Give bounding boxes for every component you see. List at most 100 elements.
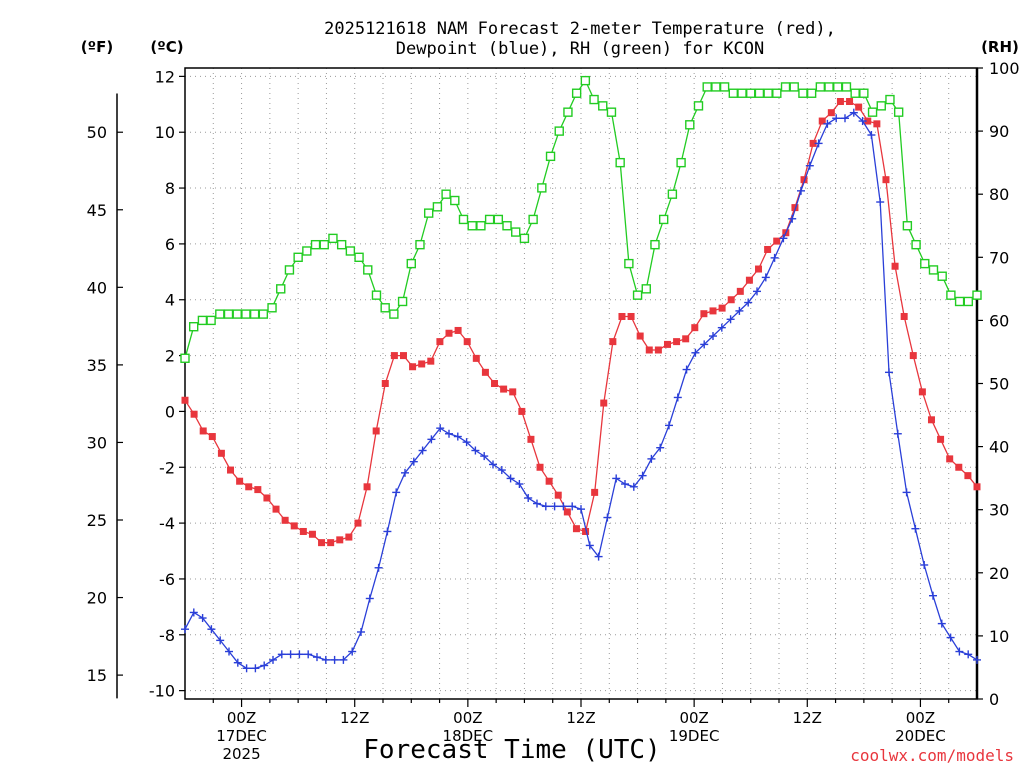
celsius-tick-label: -10 (149, 682, 175, 701)
dewpoint-line (185, 113, 977, 669)
temperature-point (573, 525, 580, 532)
temperature-point (446, 330, 453, 337)
rh-point (346, 247, 354, 255)
rh-point (460, 215, 468, 223)
rh-point (773, 89, 781, 97)
dewpoint-point (304, 650, 312, 658)
temperature-point (555, 492, 562, 499)
dewpoint-point (771, 254, 779, 262)
temperature-point (254, 486, 261, 493)
temperature-point (564, 508, 571, 515)
temperature-point (473, 355, 480, 362)
rh-point (782, 83, 790, 91)
temperature-point (236, 478, 243, 485)
rh-point (372, 291, 380, 299)
rh-point (607, 108, 615, 116)
chart-title-line2: Dewpoint (blue), RH (green) for KCON (396, 39, 764, 59)
dewpoint-point (603, 514, 611, 522)
temperature-point (427, 358, 434, 365)
temperature-point (618, 313, 625, 320)
rh-point (216, 310, 224, 318)
rh-point (381, 304, 389, 312)
dewpoint-point (287, 650, 295, 658)
rh-tick-label: 10 (989, 627, 1009, 646)
temperature-point (964, 472, 971, 479)
celsius-tick-label: 4 (165, 291, 175, 310)
x-tick-label: 00Z (906, 709, 935, 727)
rh-point (938, 272, 946, 280)
rh-point (729, 89, 737, 97)
temperature-point (509, 388, 516, 395)
rh-point (851, 89, 859, 97)
temperature-point (227, 467, 234, 474)
x-tick-label: 00Z (227, 709, 256, 727)
rh-point (259, 310, 267, 318)
dewpoint-point (322, 656, 330, 664)
temperature-point (546, 478, 553, 485)
rh-point (520, 234, 528, 242)
plot-axes: -10-8-6-4-202468101215202530354045500102… (87, 59, 1020, 763)
rh-point (616, 159, 624, 167)
temperature-point (673, 338, 680, 345)
fahrenheit-tick-label: 20 (87, 589, 107, 608)
meteogram-chart: 2025121618 NAM Forecast 2-meter Temperat… (0, 0, 1024, 768)
dewpoint-point (797, 187, 805, 195)
temperature-point (892, 263, 899, 270)
rh-point (651, 241, 659, 249)
temperature-point (518, 408, 525, 415)
dewpoint-point (683, 366, 691, 374)
temperature-point (591, 489, 598, 496)
rh-point (825, 83, 833, 91)
rh-point (755, 89, 763, 97)
rh-point (416, 241, 424, 249)
dewpoint-point (181, 625, 189, 633)
temperature-point (345, 534, 352, 541)
dewpoint-point (841, 114, 849, 122)
rh-point (242, 310, 250, 318)
dewpoint-point (392, 488, 400, 496)
x-tick-label: 00Z (453, 709, 482, 727)
temperature-point (755, 266, 762, 273)
rh-point (303, 247, 311, 255)
rh-tick-label: 50 (989, 375, 1009, 394)
rh-point (668, 190, 676, 198)
rh-point (677, 159, 685, 167)
temperature-point (700, 310, 707, 317)
rh-tick-label: 100 (989, 59, 1020, 78)
rh-tick-label: 80 (989, 185, 1009, 204)
temperature-point (719, 305, 726, 312)
temperature-point (682, 335, 689, 342)
temperature-point (218, 450, 225, 457)
fahrenheit-tick-label: 30 (87, 433, 107, 452)
temperature-point (191, 411, 198, 418)
temperature-point (837, 98, 844, 105)
dewpoint-point (551, 502, 559, 510)
rh-point (625, 260, 633, 268)
rh-point (225, 310, 233, 318)
temperature-point (382, 380, 389, 387)
x-year-label: 2025 (222, 745, 260, 763)
rh-point (399, 297, 407, 305)
rh-point (886, 96, 894, 104)
rh-point (442, 190, 450, 198)
unit-label-celsius: (ºC) (150, 38, 183, 56)
dewpoint-point (533, 500, 541, 508)
temperature-point (746, 277, 753, 284)
dewpoint-point (911, 525, 919, 533)
rh-point (947, 291, 955, 299)
rh-tick-label: 90 (989, 122, 1009, 141)
dewpoint-point (894, 430, 902, 438)
temperature-point (773, 238, 780, 245)
rh-point (547, 152, 555, 160)
rh-point (538, 184, 546, 192)
temperature-point (200, 427, 207, 434)
dewpoint-point (524, 494, 532, 502)
rh-point (355, 253, 363, 261)
celsius-tick-label: -4 (159, 514, 175, 533)
dewpoint-point (876, 198, 884, 206)
temperature-point (318, 539, 325, 546)
rh-point (581, 77, 589, 85)
rh-point (877, 102, 885, 110)
rh-point (285, 266, 293, 274)
temperature-point (901, 313, 908, 320)
